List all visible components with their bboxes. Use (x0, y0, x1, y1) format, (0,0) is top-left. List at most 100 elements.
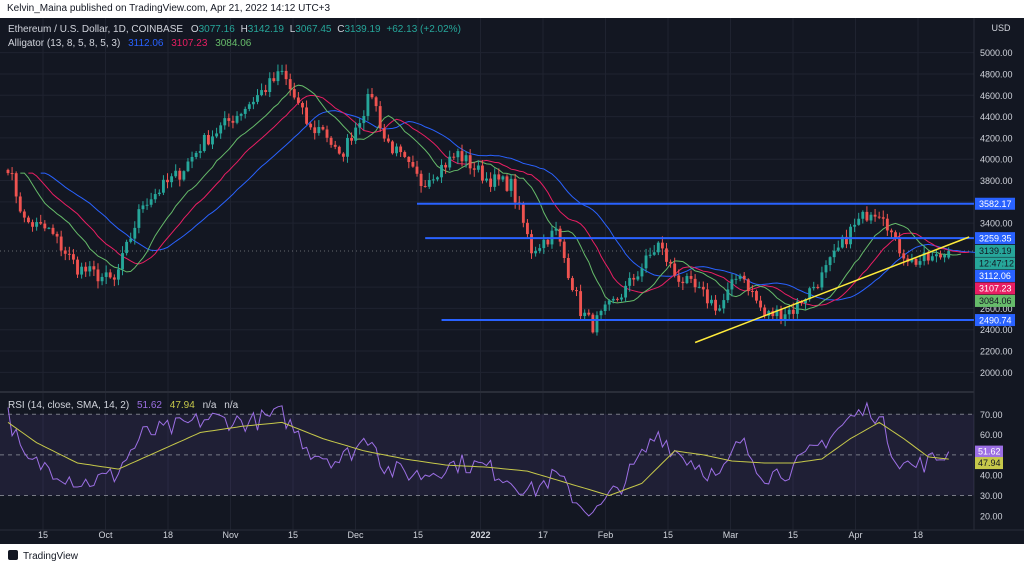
candle-body (738, 275, 742, 279)
rsi-value-tag-bg (975, 445, 1003, 458)
candle-body (824, 265, 828, 273)
price-tag-label: 12:47:12 (979, 258, 1014, 268)
candle-body (456, 151, 460, 158)
candle-body (562, 241, 566, 258)
candle-body (640, 268, 644, 277)
candle-body (812, 286, 816, 289)
candle-body (202, 135, 206, 152)
candle-body (386, 138, 390, 142)
price-tick-label: 5000.00 (980, 48, 1013, 58)
candlestick-series[interactable] (6, 64, 951, 336)
alligator-lips-line (20, 84, 962, 311)
low-value: 3067.45 (295, 24, 332, 35)
candle-body (63, 250, 67, 254)
time-tick-label: Dec (347, 530, 364, 540)
price-tick-label: 4600.00 (980, 91, 1013, 101)
level-tag-bg (975, 232, 1015, 245)
candle-body (726, 289, 730, 301)
candle-body (104, 272, 108, 277)
candle-body (607, 300, 611, 305)
candle-body (108, 272, 112, 278)
candle-body (472, 168, 476, 170)
candle-body (35, 222, 39, 227)
candle-body (677, 275, 681, 282)
candle-body (460, 151, 464, 162)
trendline[interactable] (694, 236, 970, 344)
chart-canvas[interactable]: 5000.00 4800.00 4600.00 4400.00 4200.00 4000.… (0, 18, 1024, 544)
candle-body (47, 227, 51, 229)
candle-body (849, 226, 852, 245)
candle-body (399, 146, 403, 153)
candle-body (296, 97, 300, 103)
candle-body (546, 239, 550, 245)
rsi-tick-label: 40.00 (980, 471, 1003, 481)
alligator-teeth-line (28, 94, 970, 307)
legend-symbol[interactable]: Ethereum / U.S. Dollar, 1D, COINBASE O30… (8, 24, 461, 35)
time-tick-label: Nov (222, 530, 239, 540)
rsi-ma-value-tag-bg (975, 457, 1003, 470)
legend-rsi[interactable]: RSI (14, close, SMA, 14, 2) 51.62 47.94 … (8, 400, 239, 411)
legend-alligator[interactable]: Alligator (13, 8, 5, 8, 5, 3) 3112.06 31… (8, 38, 252, 49)
candle-body (922, 252, 926, 262)
candle-body (538, 248, 542, 251)
candle-body (857, 218, 861, 225)
candle-body (223, 118, 227, 126)
candle-body (575, 290, 578, 292)
candle-body (615, 298, 619, 300)
rsi-line (7, 401, 950, 517)
candle-body (939, 254, 942, 258)
candle-body (116, 269, 120, 280)
candle-body (292, 89, 296, 98)
candle-body (264, 90, 268, 92)
teeth-value: 3107.23 (171, 38, 208, 49)
candle-body (836, 247, 840, 251)
candle-body (509, 178, 513, 191)
candle-body (272, 78, 276, 82)
time-axis-labels[interactable]: 15 Oct 18 Nov 15 Dec 15 2022 17 Feb 15 Mar 15 Apr 18 (38, 530, 923, 540)
candle-body (689, 276, 693, 279)
symbol-name: Ethereum / U.S. Dollar, 1D, COINBASE (8, 24, 183, 35)
candle-body (759, 300, 762, 308)
tradingview-logo: TradingView (8, 550, 78, 562)
candle-body (55, 233, 59, 237)
candle-body (947, 250, 951, 258)
candle-body (411, 161, 415, 167)
time-tick-label: 18 (163, 530, 173, 540)
candle-body (235, 115, 239, 123)
rsi-ma-value-tag: 47.94 (978, 458, 1001, 468)
candle-body (669, 261, 673, 264)
candle-body (628, 277, 632, 286)
candle-body (39, 222, 43, 224)
rsi-tick-label: 60.00 (980, 430, 1003, 440)
alligator-name: Alligator (13, 8, 5, 8, 5, 3) (8, 38, 120, 49)
candle-body (219, 125, 223, 134)
candle-body (43, 223, 47, 229)
horizontal-levels[interactable]: 3582.17 3259.35 2490.74 (417, 197, 1015, 327)
candle-body (231, 120, 235, 123)
price-tag-bg (975, 282, 1015, 295)
candle-body (96, 269, 100, 282)
price-tick-label: 3400.00 (980, 219, 1013, 229)
candle-body (198, 151, 202, 153)
candle-body (366, 94, 370, 116)
candle-body (194, 152, 198, 157)
candle-body (632, 277, 636, 280)
price-tick-label: 2000.00 (980, 368, 1013, 378)
candle-body (141, 205, 145, 210)
candle-body (268, 78, 272, 92)
time-tick-label: 2022 (470, 530, 490, 540)
candle-body (215, 133, 219, 137)
candle-body (656, 242, 660, 253)
candle-body (595, 315, 599, 333)
candle-body (685, 276, 689, 284)
time-tick-label: Apr (848, 530, 862, 540)
candle-body (730, 279, 734, 290)
candle-body (31, 222, 34, 227)
candle-body (845, 236, 848, 245)
currency-label: USD (991, 23, 1011, 33)
candle-body (88, 266, 92, 272)
tradingview-logo-icon (8, 550, 18, 560)
candle-body (497, 174, 501, 180)
candle-body (505, 176, 509, 191)
price-tick-label: 4400.00 (980, 112, 1013, 122)
